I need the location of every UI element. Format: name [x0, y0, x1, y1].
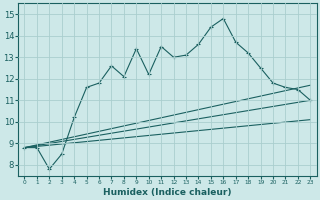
X-axis label: Humidex (Indice chaleur): Humidex (Indice chaleur) [103, 188, 232, 197]
